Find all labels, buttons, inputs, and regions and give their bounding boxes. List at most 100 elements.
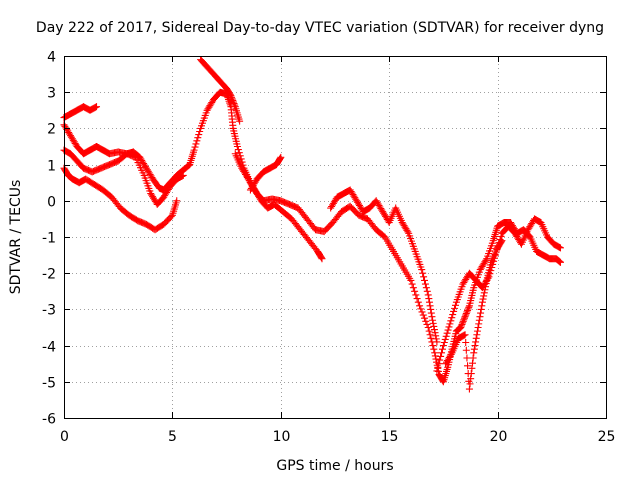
series-arc-c [60,146,187,208]
x-tick-label: 0 [60,429,69,445]
data-point [196,128,204,136]
data-point [436,356,444,364]
data-point [480,289,488,297]
data-point [229,96,237,104]
data-point [435,360,443,368]
data-point [433,338,441,346]
data-point [478,302,486,310]
data-point [235,149,243,157]
data-point [438,349,446,357]
data-point [423,320,431,328]
x-tick-label: 5 [168,429,177,445]
y-tick-label: 4 [47,50,56,66]
data-point [437,352,445,360]
series-arc-d [60,164,181,234]
data-point [473,327,481,335]
data-point [431,329,439,337]
data-point [230,100,238,108]
data-point [462,338,470,346]
data-point [425,298,433,306]
data-point [424,324,432,331]
data-point [467,375,475,383]
data-point [418,308,426,316]
data-point [423,287,431,295]
data-point [426,331,434,339]
data-point [475,316,483,324]
data-point [421,314,429,322]
data-point [417,305,425,313]
data-marks [60,56,564,393]
y-axis-label: SDTVAR / TECUs [8,180,24,295]
data-point [236,117,244,125]
data-point [467,370,475,378]
data-point [470,345,478,353]
data-point [462,310,470,318]
data-point [228,93,236,101]
data-point [407,276,415,284]
data-point [191,143,199,151]
data-point [449,311,457,319]
data-point [433,367,441,375]
data-point [424,291,432,299]
data-point [466,380,474,388]
data-point [457,324,465,331]
data-point [459,319,467,327]
data-point [458,320,466,328]
data-point [194,134,202,142]
x-axis-label: GPS time / hours [276,458,393,474]
data-point [317,254,325,262]
data-point [419,311,427,319]
series-arc-g [246,153,285,194]
data-point [438,345,446,353]
data-point [422,284,430,292]
data-point [277,153,285,161]
data-point [482,280,490,288]
data-point [472,334,480,342]
data-point [416,302,424,310]
data-point [450,307,458,315]
data-point [432,355,440,363]
data-point [411,287,419,295]
data-point [556,244,564,252]
data-point [430,345,438,353]
data-point [474,324,482,331]
data-point [412,291,420,299]
data-point [432,335,440,343]
data-point [195,131,203,139]
data-point [464,362,472,370]
data-point [408,280,416,288]
y-tick-label: -2 [42,267,56,283]
data-point [482,256,490,264]
data-point [421,276,429,284]
data-point [451,304,459,312]
data-point [462,311,470,319]
data-point [409,284,417,292]
data-point [460,314,468,322]
data-point [477,305,485,313]
data-point [463,308,471,316]
series-arc-j [442,237,506,393]
data-point [228,95,236,103]
data-point [404,228,412,236]
data-point [442,332,450,340]
data-point [460,316,468,324]
x-tick-label: 25 [598,429,616,445]
data-point [231,101,239,109]
x-tick-label: 20 [490,429,508,445]
data-point [470,349,478,357]
data-point [414,298,422,306]
data-point [93,103,101,111]
data-point [482,283,490,291]
data-point [420,273,428,281]
data-point [477,309,485,317]
data-point [419,269,427,277]
data-point [425,327,433,335]
y-tick-label: 1 [47,159,56,175]
data-point [430,326,438,334]
data-point [413,295,421,303]
data-point [478,298,486,306]
data-point [497,238,505,246]
data-point [446,320,454,328]
data-point [434,363,442,371]
